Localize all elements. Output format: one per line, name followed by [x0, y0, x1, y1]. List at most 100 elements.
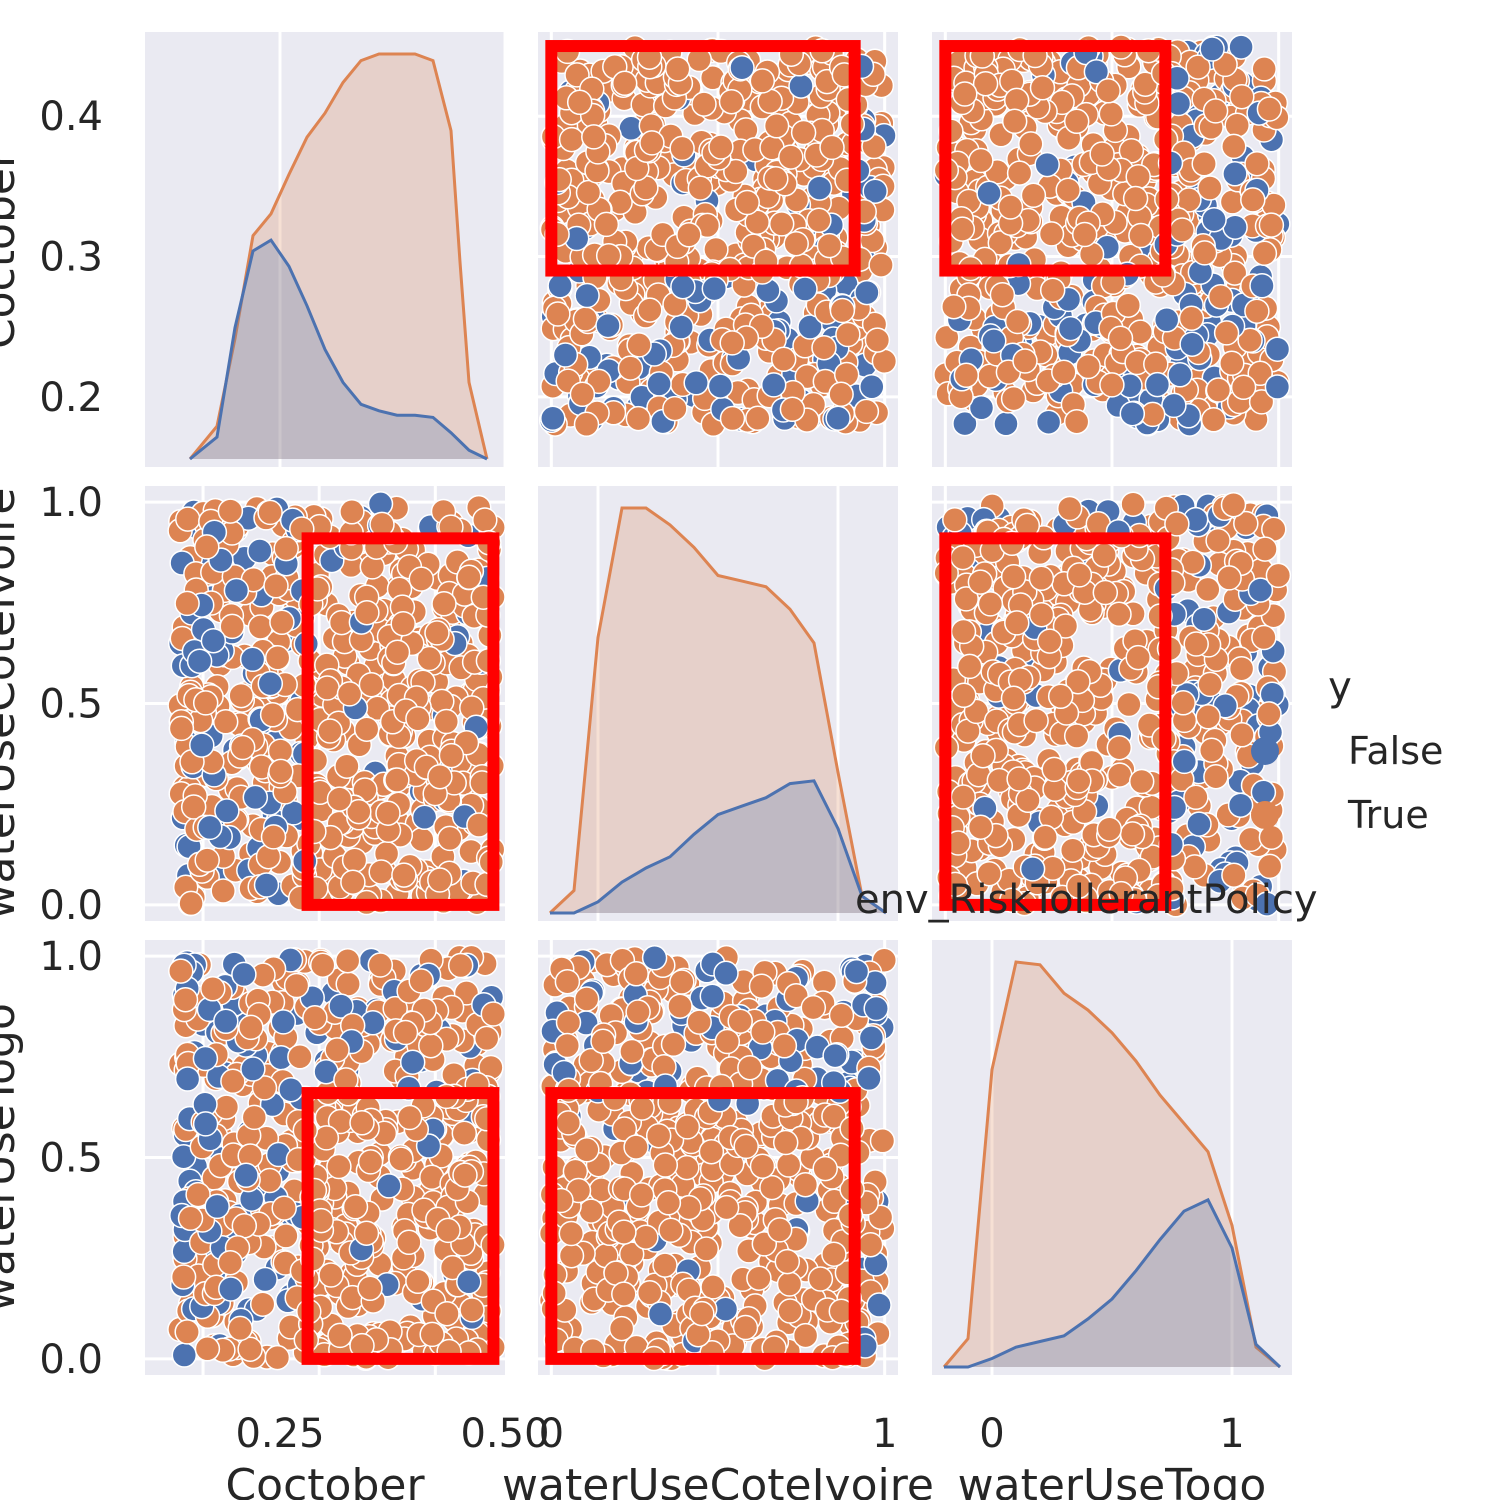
scatter-point-true	[819, 134, 845, 161]
scatter-point-true	[829, 297, 856, 324]
scatter-point-true	[341, 847, 368, 873]
scatter-point-true	[1120, 491, 1146, 517]
scatter-point-true	[1228, 655, 1255, 682]
scatter-point-true	[574, 1137, 600, 1163]
kde-line-true	[942, 960, 1281, 1369]
scatter-point-true	[459, 1297, 485, 1323]
scatter-point-true	[703, 236, 729, 263]
scatter-point-false	[399, 1049, 426, 1075]
scatter-point-true	[384, 767, 410, 793]
scatter-point-true	[1116, 691, 1142, 718]
scatter-point-true	[256, 1167, 283, 1194]
scatter-point-true	[263, 573, 289, 599]
scatter-point-true	[1098, 101, 1125, 127]
scatter-point-true	[318, 1262, 344, 1288]
scatter-point-true	[427, 867, 453, 893]
scatter-point-true	[228, 682, 254, 709]
scatter-point-true	[750, 1019, 776, 1045]
scatter-point-true	[314, 675, 340, 701]
scatter-point-true	[713, 1194, 740, 1221]
scatter-point-true	[625, 999, 651, 1025]
scatter-point-true	[689, 1300, 715, 1327]
scatter-point-true	[869, 1128, 896, 1154]
scatter-point-true	[466, 812, 492, 838]
scatter-point-true	[1197, 671, 1223, 698]
scatter-point-true	[573, 411, 600, 438]
scatter-point-false	[204, 1193, 230, 1220]
scatter-point-false	[240, 1056, 266, 1082]
scatter-point-false	[981, 328, 1007, 354]
scatter-point-false	[701, 275, 728, 302]
x-axis-label: Coctober	[225, 1460, 425, 1500]
scatter-point-false	[1249, 273, 1275, 299]
scatter-point-false	[231, 961, 257, 988]
scatter-point-false	[825, 405, 851, 431]
scatter-point-true	[390, 610, 416, 637]
scatter-point-false	[1254, 891, 1280, 917]
scatter-point-true	[1251, 240, 1278, 267]
kde-line-false	[189, 238, 488, 461]
scatter-point-true	[1066, 768, 1092, 794]
scatter-point-true	[1018, 131, 1044, 157]
scatter-point-true	[388, 1146, 414, 1172]
kde-fill-true	[944, 962, 1280, 1367]
scatter-point-true	[626, 332, 652, 358]
scatter-point-true	[608, 1315, 635, 1342]
scatter-point-true	[185, 1181, 211, 1208]
scatter-point-false	[253, 872, 280, 898]
y-axis-label: Coctober	[0, 149, 25, 349]
scatter-point-true	[1039, 277, 1066, 303]
panel-waterUseTogo-vs-waterUseTogo	[932, 940, 1292, 1375]
scatter-point-false	[641, 945, 668, 971]
scatter-point-true	[259, 702, 286, 728]
scatter-point-true	[629, 1095, 655, 1121]
scatter-point-false	[699, 983, 726, 1009]
scatter-point-true	[1229, 83, 1255, 110]
scatter-point-true	[871, 348, 898, 375]
scatter-point-true	[611, 1281, 637, 1307]
scatter-point-true	[1106, 734, 1133, 761]
scatter-point-true	[437, 825, 463, 852]
scatter-point-true	[180, 794, 207, 820]
scatter-point-true	[1055, 177, 1081, 203]
scatter-point-false	[213, 1008, 239, 1035]
scatter-point-true	[210, 878, 236, 904]
scatter-point-true	[1170, 690, 1196, 716]
scatter-point-true	[662, 395, 688, 422]
scatter-point-true	[1178, 305, 1205, 332]
scatter-point-true	[1125, 644, 1151, 671]
y-tick-label: 1.0	[39, 480, 103, 526]
scatter-point-false	[729, 54, 755, 81]
scatter-point-true	[816, 232, 843, 259]
scatter-point-true	[1052, 613, 1079, 639]
scatter-point-true	[336, 681, 363, 707]
scatter-point-true	[595, 242, 622, 269]
scatter-point-false	[976, 180, 1002, 207]
scatter-point-true	[950, 544, 976, 571]
scatter-point-true	[566, 89, 593, 116]
scatter-point-true	[1244, 150, 1270, 177]
scatter-point-true	[358, 671, 385, 698]
scatter-point-true	[1066, 562, 1093, 588]
scatter-point-true	[970, 742, 996, 769]
scatter-point-false	[866, 1292, 892, 1318]
scatter-point-true	[227, 1315, 253, 1342]
scatter-point-true	[1115, 292, 1142, 318]
scatter-point-false	[218, 1276, 244, 1302]
scatter-point-true	[1180, 549, 1206, 575]
scatter-point-true	[674, 1114, 701, 1140]
kde-fill-false	[944, 1199, 1280, 1367]
scatter-point-true	[264, 645, 291, 671]
scatter-point-true	[1191, 240, 1218, 266]
scatter-point-false	[456, 1269, 482, 1295]
scatter-point-true	[652, 1152, 679, 1178]
scatter-point-true	[857, 1231, 884, 1258]
scatter-point-true	[327, 1322, 353, 1349]
kde-line-false	[944, 1197, 1282, 1369]
scatter-point-true	[353, 1220, 380, 1246]
scatter-point-true	[1107, 325, 1134, 352]
scatter-point-true	[1251, 624, 1277, 651]
scatter-point-true	[1202, 98, 1229, 124]
scatter-point-true	[340, 869, 366, 895]
scatter-point-true	[719, 330, 745, 356]
